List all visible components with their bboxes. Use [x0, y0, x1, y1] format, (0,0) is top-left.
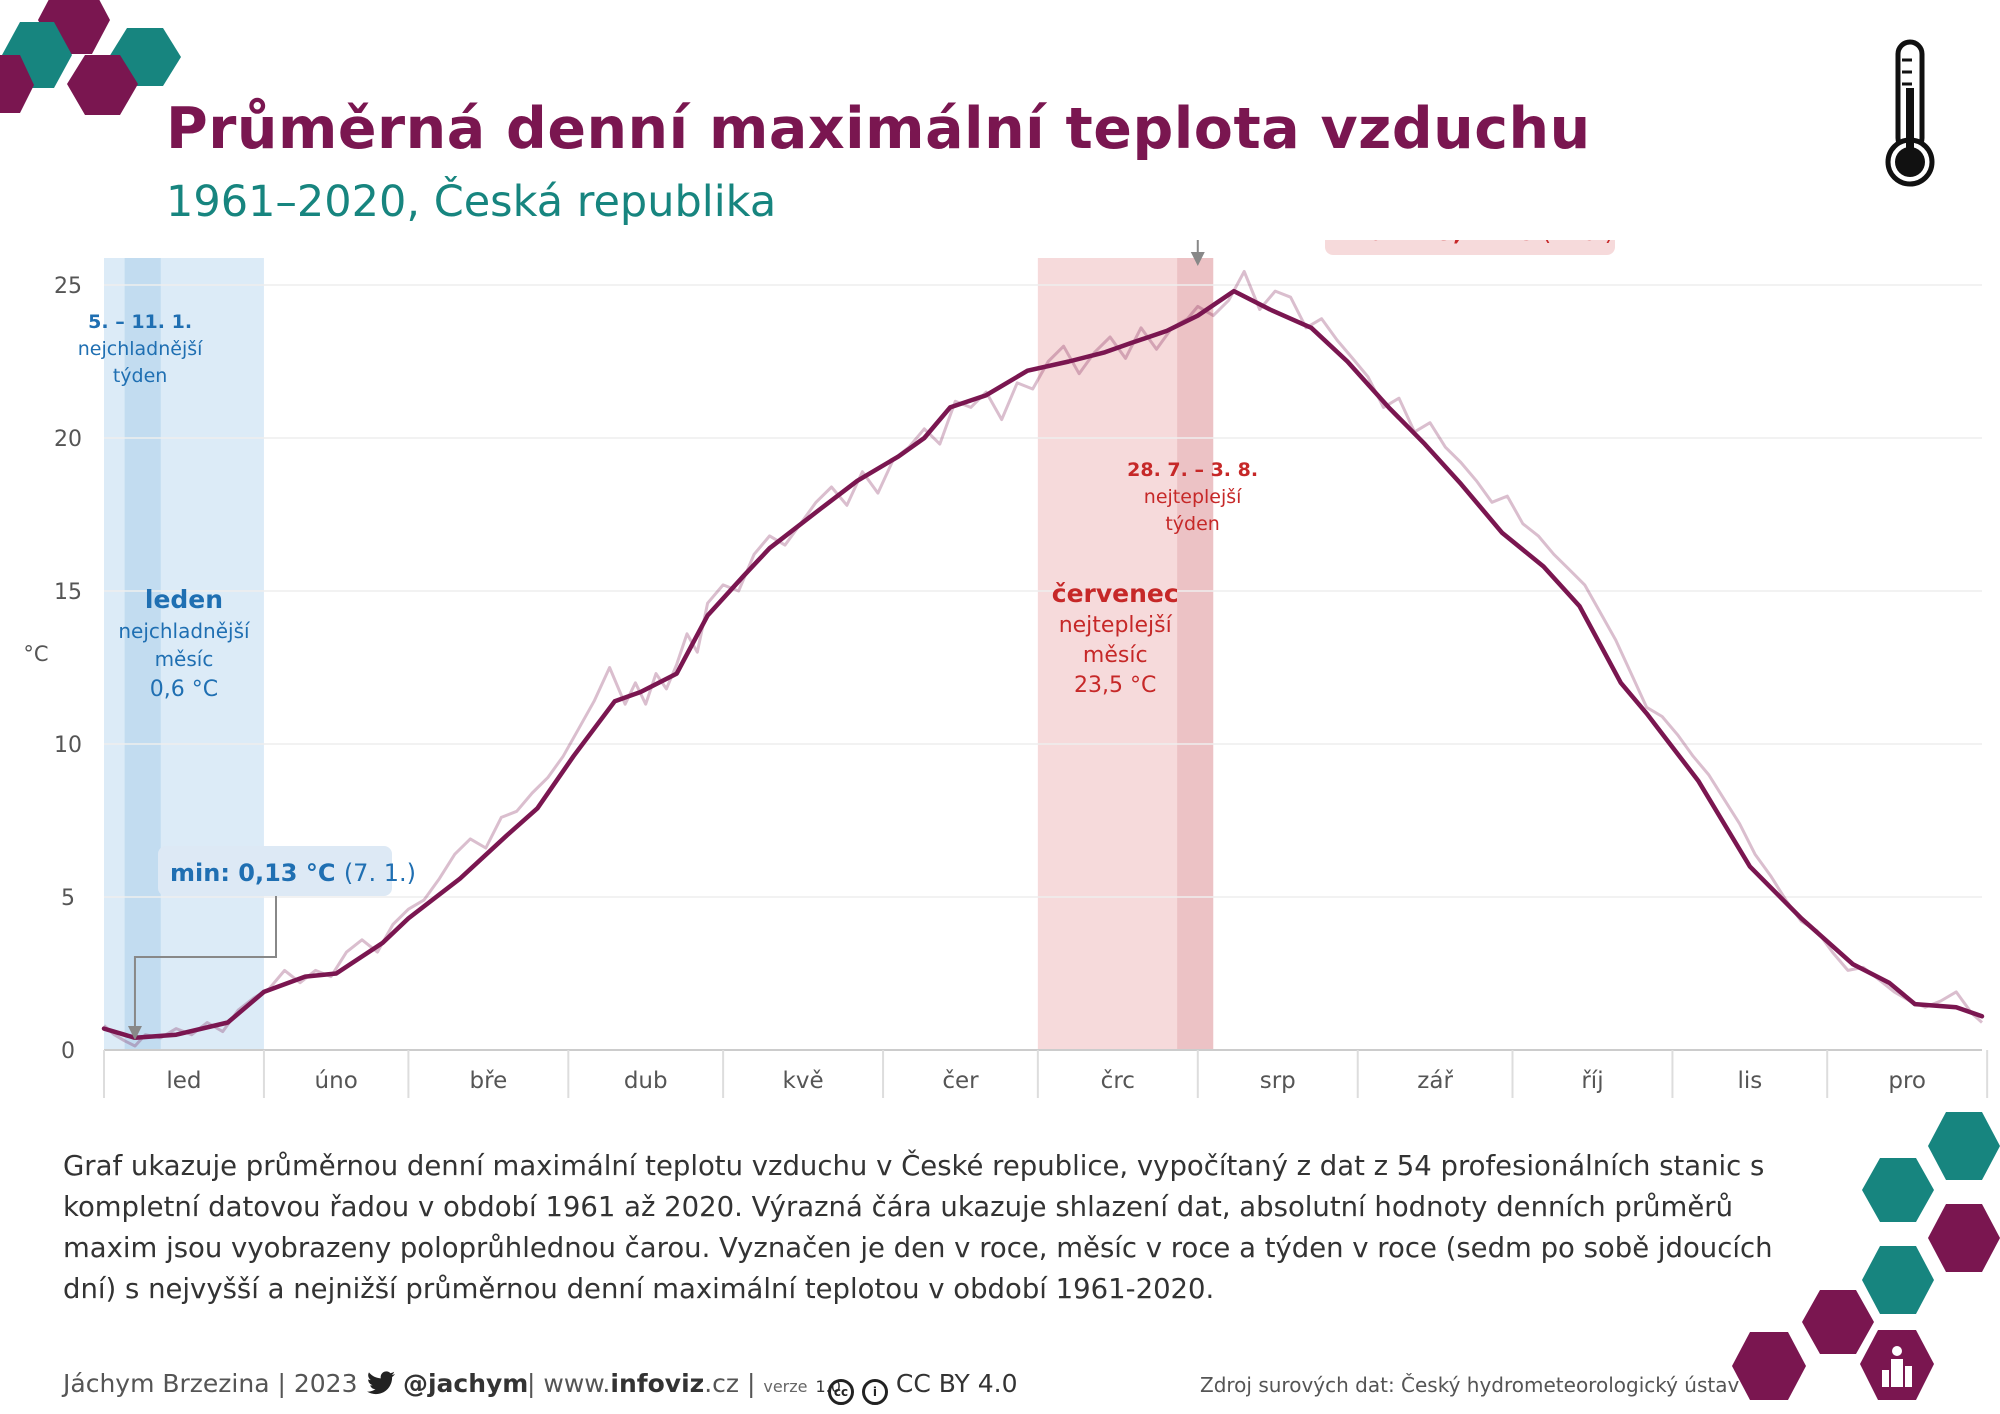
- footer-web-bold: infoviz: [610, 1369, 705, 1398]
- series-line-smoothed: [101, 288, 1985, 1041]
- attribution-icon: i: [861, 1379, 888, 1405]
- x-tick-label: srp: [1260, 1068, 1296, 1094]
- x-tick-label: dub: [624, 1068, 668, 1094]
- max-arrow-head: [1190, 252, 1205, 266]
- coldest-month-label-2: měsíc: [155, 647, 214, 671]
- chart-title: Průměrná denní maximální teplota vzduchu: [166, 96, 1591, 162]
- warmest-week-label-2: týden: [1165, 513, 1220, 535]
- footer-web-prefix: | www.: [527, 1369, 611, 1398]
- max-callout-label: max: 25,44 °C: [1345, 240, 1542, 246]
- max-callout-box: [1325, 240, 1615, 255]
- coldest-week-label-1: nejchladnější: [78, 338, 203, 360]
- footer-twitter[interactable]: @jachym: [367, 1369, 528, 1398]
- warmest-week-label-1: nejteplejší: [1144, 486, 1242, 508]
- footer-license[interactable]: cc i CC BY 4.0: [828, 1369, 1018, 1405]
- coldest-month-value: 0,6 °C: [150, 677, 218, 702]
- temperature-chart: 0 5 10 15 20 25 °C led úno bře dub kvě čer črc srp zář…: [23, 240, 1989, 1098]
- min-callout-box: [158, 846, 392, 896]
- warmest-month-band: [1037, 258, 1198, 1050]
- y-tick-label: 5: [61, 886, 75, 911]
- grid-lines: [104, 284, 1982, 1051]
- highlight-bands: [104, 258, 1214, 1050]
- hexagon-decoration-bottom-right: [1732, 1112, 2000, 1400]
- min-callout-date: (7. 1.): [344, 859, 416, 887]
- chart-subtitle: 1961–2020, Česká republika: [166, 177, 777, 227]
- x-tick-label: lis: [1737, 1068, 1762, 1094]
- chart-description: Graf ukazuje průměrnou denní maximální t…: [63, 1150, 1773, 1305]
- footer-license-text: CC BY 4.0: [895, 1369, 1018, 1398]
- min-callout: min: 0,13 °C (7. 1.): [170, 859, 416, 887]
- footer-web[interactable]: | www.infoviz.cz | verze 1.0: [527, 1369, 841, 1398]
- x-tick-label: říj: [1581, 1068, 1603, 1094]
- y-tick-label: 10: [54, 733, 82, 758]
- annotations: 5. – 11. 1. nejchladnější týden leden nejchl…: [78, 240, 1615, 1040]
- footer-source: Zdroj surových dat: Český hydrometeorolo…: [1200, 1373, 1740, 1397]
- coldest-week-label-2: týden: [113, 365, 168, 387]
- warmest-month-label-2: měsíc: [1083, 643, 1148, 668]
- max-arrow-line: [1196, 240, 1199, 252]
- coldest-week-date: 5. – 11. 1.: [88, 311, 192, 333]
- x-tick-label: bře: [470, 1068, 508, 1094]
- x-tick-label: črc: [1101, 1068, 1135, 1094]
- warmest-month-value: 23,5 °C: [1074, 673, 1156, 698]
- footer-version-label: verze: [763, 1377, 808, 1396]
- series-group: [101, 270, 1985, 1048]
- min-arrow-line: [133, 896, 277, 1026]
- x-tick-label: led: [166, 1068, 201, 1094]
- twitter-icon: [367, 1371, 395, 1395]
- x-tick-label: úno: [315, 1068, 358, 1094]
- x-tick-label: kvě: [783, 1068, 824, 1094]
- min-arrow-head: [127, 1026, 142, 1040]
- y-tick-label: 20: [54, 427, 82, 452]
- footer-web-suffix: .cz |: [704, 1369, 756, 1398]
- warmest-week-band: [1177, 258, 1214, 1050]
- warmest-month-name: červenec: [1052, 579, 1179, 608]
- y-axis: 0 5 10 15 20 25 °C: [23, 274, 82, 1064]
- coldest-week-band: [124, 258, 161, 1050]
- cc-icon: cc: [828, 1379, 854, 1405]
- x-tick-label: pro: [1888, 1068, 1926, 1094]
- min-callout-label: min: 0,13 °C: [170, 859, 344, 887]
- y-tick-label: 15: [54, 580, 82, 605]
- footer-author: Jáchym Brzezina | 2023: [63, 1369, 358, 1398]
- thermometer-icon: [1885, 39, 1935, 187]
- series-line-daily-raw: [103, 270, 1983, 1048]
- footer-twitter-handle: @jachym: [402, 1369, 529, 1398]
- max-callout-date: (1. 8.): [1542, 240, 1614, 246]
- y-tick-label: 0: [61, 1039, 75, 1064]
- x-tick-label: zář: [1417, 1068, 1453, 1094]
- max-callout: max: 25,44 °C (1. 8.): [1345, 240, 1614, 246]
- x-tick-label: čer: [942, 1068, 979, 1094]
- x-axis: led úno bře dub kvě čer črc srp zář říj lis pro: [103, 1050, 1989, 1098]
- warmest-week-date: 28. 7. – 3. 8.: [1127, 459, 1258, 481]
- warmest-month-label-1: nejteplejší: [1059, 613, 1173, 638]
- chart-logo-icon: [1882, 1346, 1912, 1387]
- y-axis-label: °C: [23, 642, 48, 666]
- y-tick-label: 25: [54, 274, 82, 299]
- hexagon-decoration-top-left: [0, 0, 181, 115]
- coldest-month-name: leden: [145, 585, 223, 614]
- coldest-month-label-1: nejchladnější: [118, 619, 251, 643]
